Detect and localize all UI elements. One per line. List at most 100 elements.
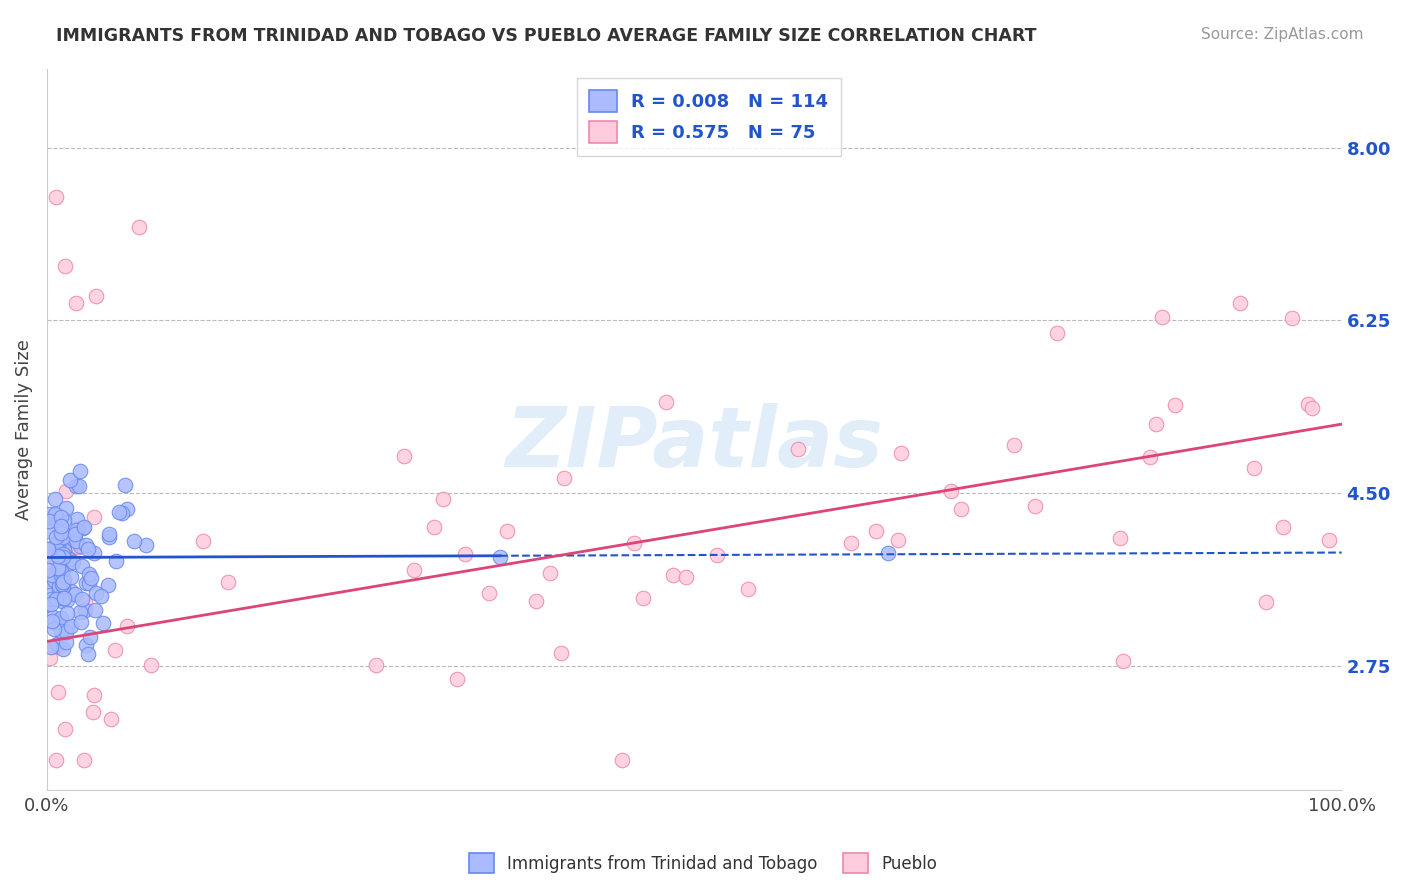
Point — [45, 508, 67, 523]
Point — [45, 637, 67, 651]
Point — [737, 582, 759, 596]
Point — [51, 624, 73, 638]
Point — [56, 606, 79, 620]
Point — [404, 563, 426, 577]
Text: IMMIGRANTS FROM TRINIDAD AND TOBAGO VS PUEBLO AVERAGE FAMILY SIZE CORRELATION CH: IMMIGRANTS FROM TRINIDAD AND TOBAGO VS P… — [56, 27, 1036, 45]
Point — [67, 479, 90, 493]
Point — [49, 519, 72, 533]
Point — [46, 539, 69, 553]
Point — [84, 586, 107, 600]
Point — [46, 549, 69, 563]
Point — [53, 533, 76, 548]
Point — [39, 651, 62, 665]
Point — [610, 753, 633, 767]
Point — [72, 521, 94, 535]
Point — [49, 525, 72, 540]
Point — [105, 554, 128, 568]
Point — [58, 551, 80, 566]
Point — [52, 591, 75, 606]
Point — [59, 584, 82, 599]
Point — [48, 640, 70, 654]
Point — [48, 582, 70, 597]
Point — [623, 535, 645, 549]
Point — [48, 533, 70, 548]
Point — [38, 542, 60, 557]
Point — [75, 576, 97, 591]
Point — [446, 672, 468, 686]
Point — [48, 685, 70, 699]
Point — [77, 575, 100, 590]
Point — [55, 635, 77, 649]
Point — [77, 542, 100, 557]
Point — [52, 572, 75, 586]
Point — [59, 527, 82, 541]
Point — [1296, 397, 1319, 411]
Point — [1164, 398, 1187, 412]
Point — [52, 539, 75, 553]
Point — [38, 551, 60, 566]
Point — [135, 538, 157, 552]
Point — [46, 536, 69, 550]
Point — [52, 575, 75, 590]
Point — [53, 259, 76, 273]
Point — [117, 501, 139, 516]
Point — [1002, 438, 1025, 452]
Point — [1046, 326, 1069, 340]
Point — [55, 483, 77, 498]
Point — [53, 513, 76, 527]
Point — [538, 566, 561, 581]
Point — [51, 576, 73, 591]
Point — [432, 492, 454, 507]
Point — [75, 538, 97, 552]
Point — [60, 569, 83, 583]
Point — [83, 603, 105, 617]
Point — [46, 561, 69, 575]
Point — [51, 594, 73, 608]
Point — [69, 464, 91, 478]
Point — [454, 547, 477, 561]
Point — [83, 546, 105, 560]
Point — [83, 510, 105, 524]
Point — [37, 524, 59, 539]
Point — [63, 587, 86, 601]
Point — [111, 506, 134, 520]
Point — [79, 630, 101, 644]
Point — [65, 533, 87, 548]
Point — [39, 597, 62, 611]
Point — [42, 610, 65, 624]
Point — [42, 512, 65, 526]
Point — [51, 547, 73, 561]
Point — [51, 510, 73, 524]
Point — [865, 524, 887, 538]
Point — [108, 505, 131, 519]
Point — [104, 643, 127, 657]
Point — [1152, 310, 1174, 325]
Point — [655, 395, 678, 409]
Point — [73, 603, 96, 617]
Point — [45, 753, 67, 767]
Point — [39, 549, 62, 564]
Point — [1243, 460, 1265, 475]
Point — [890, 446, 912, 460]
Point — [392, 449, 415, 463]
Point — [52, 547, 75, 561]
Point — [191, 533, 214, 548]
Point — [65, 479, 87, 493]
Point — [42, 622, 65, 636]
Point — [1281, 311, 1303, 326]
Point — [69, 539, 91, 553]
Point — [69, 605, 91, 619]
Point — [44, 508, 66, 522]
Point — [59, 619, 82, 633]
Point — [69, 615, 91, 629]
Point — [38, 581, 60, 595]
Point — [1254, 595, 1277, 609]
Point — [73, 520, 96, 534]
Point — [90, 589, 112, 603]
Point — [38, 507, 60, 521]
Point — [41, 567, 63, 582]
Point — [115, 619, 138, 633]
Point — [80, 572, 103, 586]
Point — [122, 534, 145, 549]
Point — [496, 524, 519, 538]
